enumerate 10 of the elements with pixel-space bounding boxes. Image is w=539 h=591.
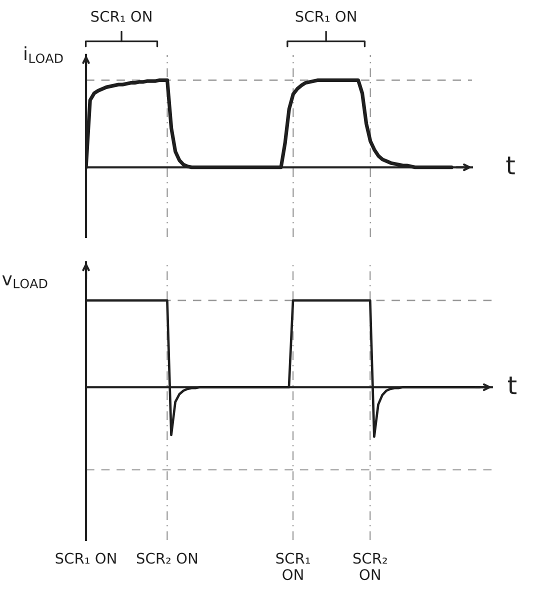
x-tick-label: SCR₂ ON [353,552,387,580]
x-axis-title: t [508,376,516,394]
x-tick-label: SCR₁ ON [56,552,116,564]
x-tick-label: SCR₁ ON [276,552,310,580]
y-axis-title: i$_{LOAD}$ [24,46,63,64]
x-tick-label: SCR₂ ON [136,552,197,564]
x-axis-title: t [506,156,515,174]
text: SCR₁ ON [91,10,152,22]
y-axis-title: v$_{LOAD}$ [2,275,48,288]
text: SCR₁ ON [296,10,356,22]
